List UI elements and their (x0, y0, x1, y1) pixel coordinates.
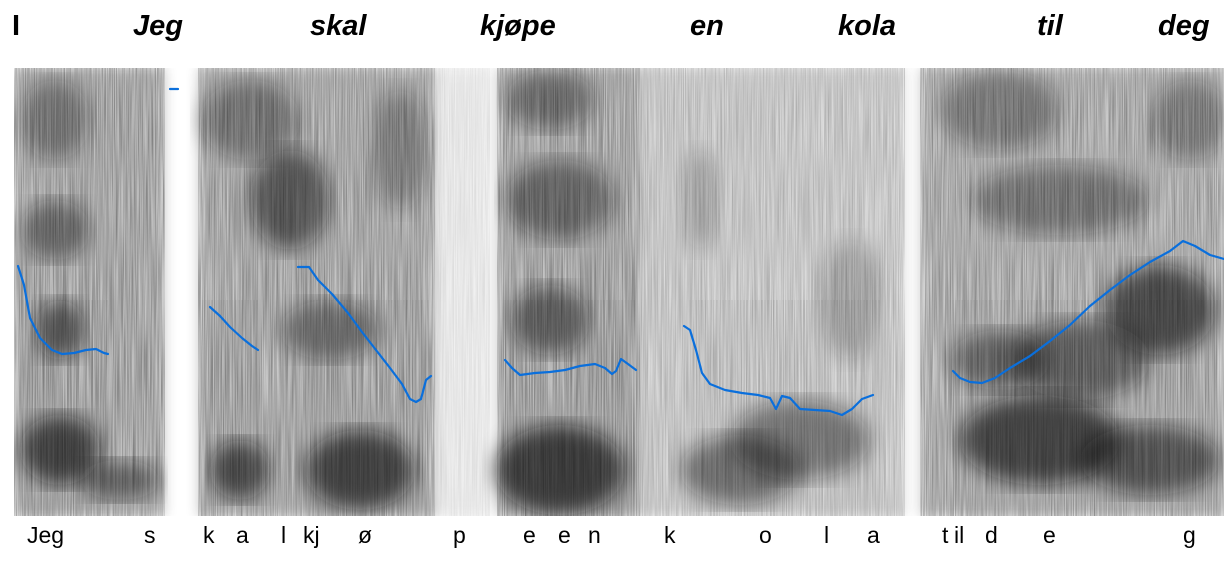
pitch-contour (296, 265, 433, 404)
segment-label: t (942, 522, 949, 548)
formant-band (210, 440, 270, 500)
formant-band (820, 240, 880, 360)
formant-band (20, 80, 90, 160)
formant-band (680, 150, 720, 250)
word-til: til (1037, 10, 1063, 42)
formant-band (1150, 80, 1224, 160)
formant-band (305, 430, 415, 510)
pitch-contours (16, 87, 1224, 417)
formant-band (1105, 265, 1215, 355)
formant-band (940, 70, 1060, 150)
segment-label: k (203, 522, 215, 548)
formant-band (970, 165, 1150, 235)
formant-band (495, 425, 625, 515)
segment-label: ø (358, 522, 373, 548)
formant-band (20, 200, 90, 260)
glottal-striations (199, 300, 258, 516)
pitch-contour (682, 324, 875, 417)
segment-label: a (867, 522, 880, 548)
segment-label: e (1043, 522, 1056, 548)
formant-band (510, 285, 590, 355)
word-kola: kola (838, 10, 897, 42)
segment-label: e (558, 522, 571, 548)
segment-label: il (954, 522, 965, 548)
segment-label: d (985, 522, 998, 548)
formant-band (730, 400, 870, 480)
segment-label: kj (303, 522, 320, 548)
glottal-striations (689, 300, 880, 516)
word-kjope: kjøpe (480, 10, 556, 42)
spectrogram-image (14, 68, 1224, 516)
glottal-striations (504, 300, 635, 516)
pitch-contour (951, 239, 1224, 385)
segment-label: l (824, 522, 830, 548)
formant-band (20, 415, 100, 485)
formant-band (250, 150, 330, 250)
word-deg: deg (1158, 10, 1210, 42)
formant-band (1010, 320, 1150, 400)
formant-band (1080, 425, 1220, 495)
glottal-striations (949, 300, 1224, 516)
segment-label: s (144, 522, 156, 548)
formant-band (280, 300, 380, 360)
speech-segment (435, 68, 490, 516)
formant-band (960, 395, 1120, 485)
formant-band (950, 330, 1050, 390)
segment-label: e (523, 522, 536, 548)
pitch-contour (16, 264, 110, 356)
word-jeg: Jeg (133, 10, 183, 42)
segment-label: n (588, 522, 601, 548)
word-en: en (690, 10, 724, 42)
formant-band (505, 160, 615, 240)
segment-label: p (453, 522, 466, 548)
glottal-striations (304, 300, 429, 516)
panel-label: I (12, 10, 21, 42)
segment-label: k (664, 522, 676, 548)
glottal-striations (19, 300, 108, 516)
formant-band (370, 90, 430, 210)
segment-label: o (759, 522, 772, 548)
segment-label: a (236, 522, 249, 548)
formant-band (505, 70, 595, 130)
segment-label: Jeg (27, 522, 65, 548)
word-skal: skal (310, 10, 367, 42)
formant-band (80, 460, 160, 500)
segment-label: g (1183, 522, 1196, 548)
segment-label: l (281, 522, 287, 548)
pitch-contour (208, 305, 260, 352)
formant-band (200, 80, 300, 160)
pitch-contour (503, 357, 638, 377)
